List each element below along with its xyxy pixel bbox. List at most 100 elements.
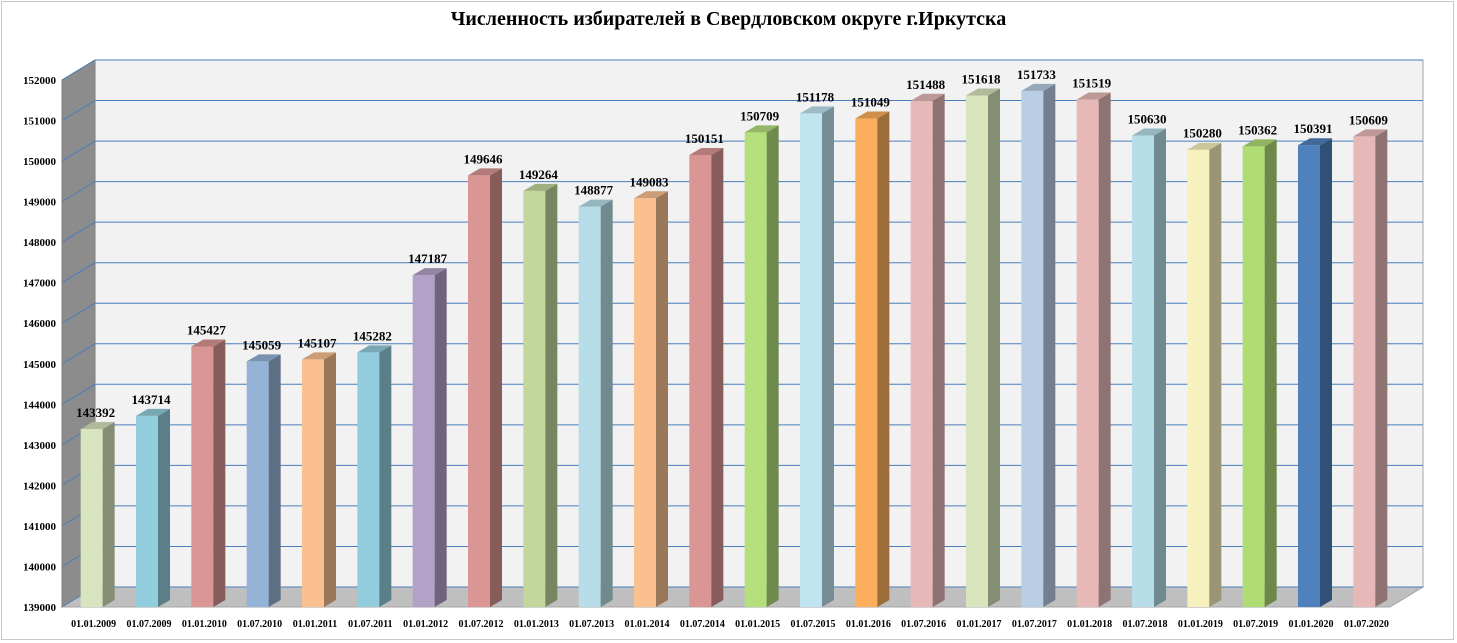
bar-top <box>1187 142 1222 150</box>
bar <box>302 359 324 607</box>
y-tick-label: 147000 <box>23 278 57 290</box>
bar-side <box>822 106 834 607</box>
y-tick-label: 141000 <box>23 521 57 533</box>
x-tick-label: 01.07.2017 <box>1012 619 1057 630</box>
bar-side <box>932 93 945 608</box>
bar-side <box>1043 83 1056 607</box>
bar-top <box>689 147 724 155</box>
bar-side <box>545 183 558 608</box>
data-label: 150630 <box>1128 112 1167 127</box>
bar-top <box>1132 128 1166 136</box>
x-tick-label: 01.07.2011 <box>348 619 392 630</box>
gridline-depth <box>61 302 96 324</box>
bar <box>910 100 933 608</box>
bar <box>800 113 822 607</box>
y-tick-label: 140000 <box>23 561 57 573</box>
x-tick-label: 01.01.2017 <box>957 619 1002 630</box>
bar <box>246 361 269 607</box>
data-label: 150391 <box>1294 121 1333 136</box>
bar-top <box>246 354 281 362</box>
bar-top <box>1242 139 1277 147</box>
bar-side <box>102 421 115 607</box>
x-tick-label: 01.01.2010 <box>182 619 227 630</box>
gridline-depth <box>61 140 96 162</box>
bar-top <box>744 125 779 133</box>
data-label: 143392 <box>76 405 115 420</box>
bar-side <box>379 345 392 607</box>
bar <box>578 206 601 607</box>
bar-top <box>634 191 668 199</box>
bar-side <box>213 339 226 607</box>
bar <box>468 175 490 607</box>
x-tick-label: 01.01.2016 <box>846 619 891 630</box>
data-label: 148877 <box>574 183 614 198</box>
bar-side <box>1320 138 1332 607</box>
data-label: 145059 <box>242 337 282 352</box>
data-label: 150362 <box>1238 122 1277 137</box>
bar <box>1187 149 1210 608</box>
gridline-depth <box>61 181 96 203</box>
bar <box>855 118 878 608</box>
x-tick-label: 01.07.2010 <box>237 619 282 630</box>
data-label: 151049 <box>851 95 891 110</box>
bar-side <box>490 168 502 607</box>
y-tick-label: 152000 <box>23 75 57 87</box>
chart-title: Численность избирателей в Свердловском о… <box>450 8 1007 30</box>
data-label: 150280 <box>1183 126 1222 141</box>
x-tick-label: 01.07.2016 <box>901 619 946 630</box>
x-tick-label: 01.01.2015 <box>735 619 780 630</box>
bar-side <box>268 354 281 607</box>
data-label: 150709 <box>740 108 780 123</box>
bar-top <box>578 199 613 207</box>
data-label: 151178 <box>796 89 835 104</box>
data-label: 145427 <box>187 322 227 337</box>
bar-top <box>357 345 392 353</box>
gridline-depth <box>61 262 96 284</box>
data-label: 151488 <box>906 77 946 92</box>
bar <box>357 352 380 607</box>
data-label: 150151 <box>685 131 724 146</box>
bar-side <box>324 352 336 607</box>
bar <box>191 346 214 607</box>
bar-top <box>1298 138 1332 146</box>
data-label: 151618 <box>962 71 1002 86</box>
bar-side <box>656 191 668 608</box>
y-tick-label: 139000 <box>23 602 57 614</box>
bar-top <box>136 408 170 416</box>
bar-top <box>800 106 834 114</box>
data-label: 149083 <box>630 174 670 189</box>
data-label: 150609 <box>1349 112 1389 127</box>
y-tick-label: 148000 <box>23 237 57 249</box>
bar-top <box>1076 92 1111 100</box>
bar <box>1021 90 1044 607</box>
x-tick-label: 01.07.2019 <box>1233 619 1278 630</box>
bar <box>1076 99 1099 608</box>
bar-top <box>1353 129 1388 137</box>
bar-top <box>855 111 890 119</box>
x-tick-label: 01.07.2020 <box>1344 619 1389 630</box>
data-label: 151733 <box>1017 67 1057 82</box>
bar-side <box>600 199 613 607</box>
data-label: 151519 <box>1072 75 1112 90</box>
bar-side <box>877 111 890 608</box>
bar-top <box>523 183 558 191</box>
bar <box>1298 145 1320 607</box>
bar <box>966 95 988 608</box>
gridline-depth <box>61 221 96 243</box>
data-label: 143714 <box>132 392 172 407</box>
x-tick-label: 01.07.2018 <box>1123 619 1168 630</box>
y-tick-label: 149000 <box>23 197 57 209</box>
x-tick-label: 01.07.2014 <box>680 619 725 630</box>
x-tick-label: 01.01.2018 <box>1067 619 1112 630</box>
gridline-depth <box>61 59 96 81</box>
bar <box>523 190 546 608</box>
y-tick-label: 150000 <box>23 156 57 168</box>
y-tick-label: 143000 <box>23 440 57 452</box>
bar-side <box>988 88 1000 607</box>
bar-side <box>1154 128 1166 607</box>
data-label: 145107 <box>298 335 338 350</box>
x-tick-label: 01.01.2009 <box>71 619 116 630</box>
bar-top <box>1021 83 1056 91</box>
y-tick-label: 142000 <box>23 480 57 492</box>
